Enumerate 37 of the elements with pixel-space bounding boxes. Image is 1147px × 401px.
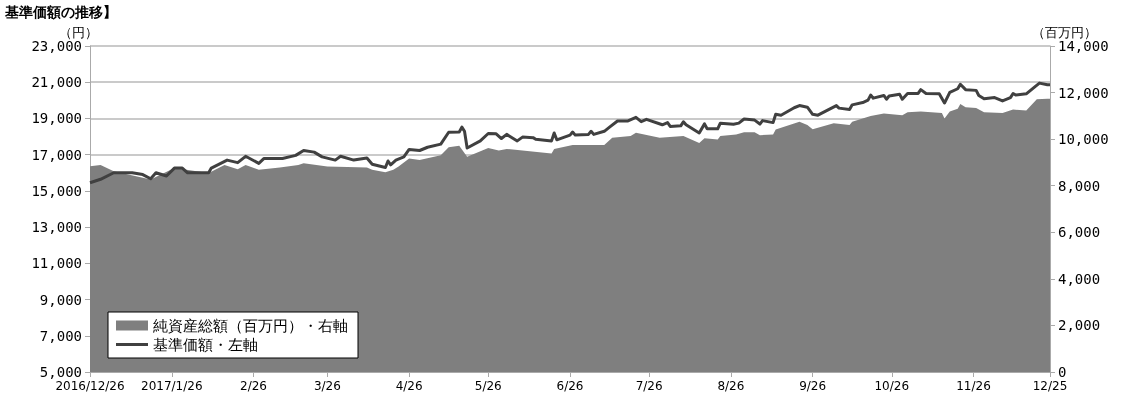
x-tick-label: 8/26: [717, 379, 745, 393]
y2-tick-label: 6,000: [1058, 224, 1101, 241]
series-label: 純資産総額（百万円）・右軸: [153, 316, 348, 335]
x-tick-label: 12/25: [1032, 379, 1068, 393]
y2-tick-label: 2,000: [1058, 317, 1101, 334]
x-tick-label: 4/26: [395, 379, 423, 393]
y-tick-label: 21,000: [31, 74, 82, 91]
x-tick-label: 6/26: [556, 379, 584, 393]
x-tick-label: 7/26: [635, 379, 663, 393]
y2-tick-label: 14,000: [1058, 38, 1109, 54]
chart-title: 基準価額の推移】: [4, 4, 117, 20]
x-tick-label: 2017/1/26: [140, 379, 203, 393]
x-tick-label: 11/26: [956, 379, 991, 393]
y-tick-label: 19,000: [31, 110, 82, 127]
y-tick-label: 15,000: [31, 182, 82, 199]
y-tick-label: 13,000: [31, 219, 82, 236]
y-tick-label: 5,000: [39, 364, 82, 380]
y2-tick-label: 0: [1058, 364, 1067, 380]
y-tick-label: 11,000: [31, 255, 82, 272]
y-tick-label: 7,000: [39, 327, 82, 344]
x-tick-label: 3/26: [313, 379, 341, 393]
y2-tick-label: 12,000: [1058, 84, 1109, 101]
x-tick-label: 2016/12/26: [55, 379, 125, 393]
y2-tick-label: 4,000: [1058, 270, 1101, 287]
y-axis-title: （円）: [59, 25, 98, 41]
y-tick-label: 9,000: [39, 291, 82, 308]
line-series: [88, 81, 1052, 185]
x-tick-label: 9/26: [799, 379, 827, 393]
y-tick-label: 23,000: [31, 38, 82, 54]
y2-axis-title: （百万円）: [1032, 25, 1097, 41]
y2-tick-label: 8,000: [1058, 177, 1101, 194]
x-tick-label: 2/26: [240, 379, 267, 393]
legend-label: 基準価額・左軸: [153, 335, 258, 354]
x-tick-label: 10/26: [874, 379, 910, 393]
y2-tick-label: 10,000: [1058, 131, 1109, 148]
x-tick-label: 5/26: [474, 379, 502, 393]
y-tick-label: 17,000: [31, 146, 82, 163]
